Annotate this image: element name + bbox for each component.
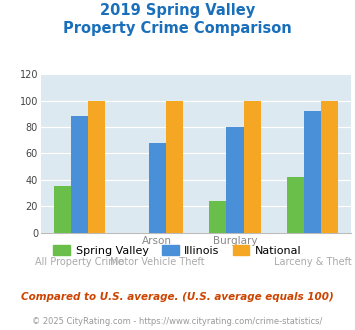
Text: Larceny & Theft: Larceny & Theft — [274, 257, 351, 267]
Bar — [287, 177, 304, 233]
Bar — [149, 143, 166, 233]
Text: All Property Crime: All Property Crime — [35, 257, 124, 267]
Bar — [88, 101, 105, 233]
Text: © 2025 CityRating.com - https://www.cityrating.com/crime-statistics/: © 2025 CityRating.com - https://www.city… — [32, 317, 323, 326]
Text: Compared to U.S. average. (U.S. average equals 100): Compared to U.S. average. (U.S. average … — [21, 292, 334, 302]
Bar — [226, 127, 244, 233]
Bar — [54, 186, 71, 233]
Text: Arson: Arson — [142, 236, 172, 246]
Text: Burglary: Burglary — [213, 236, 257, 246]
Bar — [304, 111, 321, 233]
Bar — [166, 101, 183, 233]
Bar — [244, 101, 261, 233]
Bar — [321, 101, 338, 233]
Legend: Spring Valley, Illinois, National: Spring Valley, Illinois, National — [49, 241, 306, 260]
Bar — [209, 201, 226, 233]
Text: Motor Vehicle Theft: Motor Vehicle Theft — [110, 257, 204, 267]
Bar — [71, 116, 88, 233]
Text: 2019 Spring Valley: 2019 Spring Valley — [100, 3, 255, 18]
Text: Property Crime Comparison: Property Crime Comparison — [63, 21, 292, 36]
